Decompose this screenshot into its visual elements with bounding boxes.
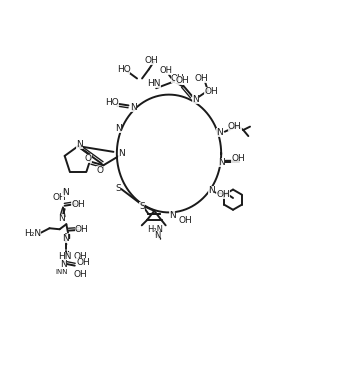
Text: N: N — [192, 95, 199, 104]
Text: HN: HN — [58, 252, 71, 261]
Text: N: N — [58, 214, 65, 223]
Text: N: N — [130, 103, 137, 112]
Text: N: N — [169, 211, 176, 220]
Text: OH: OH — [160, 66, 173, 75]
Text: N: N — [216, 128, 223, 137]
Text: OH: OH — [145, 56, 159, 65]
Text: H₂N: H₂N — [147, 225, 163, 234]
Text: OH: OH — [76, 259, 90, 267]
Text: H₂N: H₂N — [24, 229, 41, 238]
Text: S: S — [139, 202, 145, 211]
Text: HO: HO — [117, 65, 130, 74]
Text: OH: OH — [179, 216, 193, 225]
Text: N: N — [218, 158, 225, 167]
Text: OH: OH — [204, 87, 218, 96]
Text: HO: HO — [105, 98, 119, 106]
Text: O: O — [85, 154, 92, 163]
Text: N: N — [76, 140, 83, 149]
Text: N: N — [62, 188, 69, 197]
Text: N: N — [62, 234, 69, 243]
Text: S: S — [115, 184, 121, 194]
Text: OH: OH — [170, 73, 184, 83]
Text: OH: OH — [228, 122, 242, 131]
Text: OH: OH — [74, 270, 87, 279]
Text: INN: INN — [55, 269, 68, 275]
Text: N: N — [115, 124, 122, 133]
Text: OH: OH — [231, 154, 245, 163]
Text: N: N — [60, 260, 67, 269]
Text: OH: OH — [71, 200, 85, 209]
Text: OH: OH — [53, 193, 67, 202]
Text: N: N — [208, 186, 215, 195]
Text: OH: OH — [195, 74, 209, 83]
Text: N: N — [154, 231, 160, 240]
Text: OH: OH — [75, 226, 88, 234]
Text: OH: OH — [216, 190, 230, 199]
Text: OH: OH — [175, 76, 189, 85]
Text: N: N — [119, 149, 125, 158]
Text: O: O — [96, 166, 103, 175]
Text: OH: OH — [74, 252, 87, 261]
Text: HN: HN — [147, 79, 161, 88]
